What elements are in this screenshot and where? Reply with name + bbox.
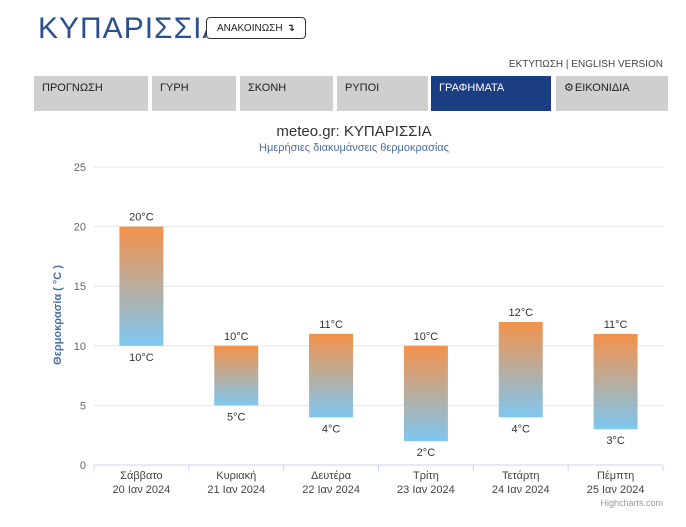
temperature-range-bar xyxy=(119,226,164,346)
x-tick-label-day: Δευτέρα xyxy=(311,470,352,482)
x-tick-label-day: Τρίτη xyxy=(413,470,439,482)
tab-label: ΕΙΚΟΝΙΔΙΑ xyxy=(574,82,630,94)
tab-pollen[interactable]: ΓΥΡΗ xyxy=(152,76,236,111)
y-axis-label: Θερμοκρασία ( °C ) xyxy=(52,265,64,365)
tab-label: ΣΚΟΝΗ xyxy=(248,82,287,94)
high-temp-label: 12°C xyxy=(508,307,533,319)
x-tick-label-day: Κυριακή xyxy=(216,470,256,482)
tab-dust[interactable]: ΣΚΟΝΗ xyxy=(240,76,333,111)
y-tick-label: 25 xyxy=(74,162,86,174)
y-tick-label: 15 xyxy=(74,281,86,293)
x-tick-label-date: 22 Ιαν 2024 xyxy=(302,484,360,496)
y-tick-label: 10 xyxy=(74,341,86,353)
chart-title: meteo.gr: ΚΥΠΑΡΙΣΣΙΑ xyxy=(276,123,431,140)
low-temp-label: 2°C xyxy=(417,447,436,459)
x-tick-label-day: Τετάρτη xyxy=(502,470,540,482)
temperature-range-bar xyxy=(498,321,543,418)
tab-charts[interactable]: ΓΡΑΦΗΜΑΤΑ xyxy=(431,76,551,111)
tab-label: ΠΡΟΓΝΩΣΗ xyxy=(42,82,103,94)
x-tick-label-date: 20 Ιαν 2024 xyxy=(113,484,171,496)
temperature-range-bar xyxy=(593,333,638,430)
high-temp-label: 11°C xyxy=(319,319,343,331)
x-tick-label-day: Σάββατο xyxy=(120,470,162,482)
y-tick-label: 5 xyxy=(80,400,86,412)
announcement-button[interactable]: ΑΝΑΚΟΙΝΩΣΗ ↴ xyxy=(206,17,306,39)
gear-icon: ⚙ xyxy=(564,82,574,94)
low-temp-label: 3°C xyxy=(606,435,625,447)
page-title: ΚΥΠΑΡΙΣΣΙΑ xyxy=(38,12,224,45)
print-link[interactable]: ΕΚΤΥΠΩΣΗ xyxy=(508,59,564,70)
low-temp-label: 10°C xyxy=(129,352,154,364)
arrow-down-icon: ↴ xyxy=(286,23,295,34)
x-tick-label-date: 21 Ιαν 2024 xyxy=(207,484,265,496)
high-temp-label: 10°C xyxy=(224,331,249,343)
temperature-range-bar xyxy=(309,333,354,418)
top-links: ΕΚΤΥΠΩΣΗ | ENGLISH VERSION xyxy=(509,59,663,70)
chart-subtitle: Ημερήσιες διακυμάνσεις θερμοκρασίας xyxy=(259,142,449,154)
tab-label: ΡΥΠΟΙ xyxy=(345,82,380,94)
high-temp-label: 10°C xyxy=(414,331,439,343)
tab-pollutants[interactable]: ΡΥΠΟΙ xyxy=(337,76,428,111)
credits-link[interactable]: Highcharts.com xyxy=(600,498,663,508)
y-tick-label: 0 xyxy=(80,460,86,472)
temperature-range-bar xyxy=(403,345,448,442)
high-temp-label: 11°C xyxy=(604,319,628,331)
link-separator: | xyxy=(565,59,569,70)
temperature-range-bar xyxy=(214,345,259,406)
tab-icons[interactable]: ⚙ΕΙΚΟΝΙΔΙΑ xyxy=(556,76,668,111)
low-temp-label: 4°C xyxy=(322,423,341,435)
low-temp-label: 4°C xyxy=(512,423,531,435)
announcement-label: ΑΝΑΚΟΙΝΩΣΗ xyxy=(217,23,283,34)
y-tick-label: 20 xyxy=(74,222,86,234)
low-temp-label: 5°C xyxy=(227,411,246,423)
tab-label: ΓΡΑΦΗΜΑΤΑ xyxy=(439,82,505,94)
x-tick-label-date: 23 Ιαν 2024 xyxy=(397,484,455,496)
x-tick-label-date: 24 Ιαν 2024 xyxy=(492,484,550,496)
tab-forecast[interactable]: ΠΡΟΓΝΩΣΗ xyxy=(34,76,148,111)
high-temp-label: 20°C xyxy=(129,212,154,224)
x-tick-label-date: 25 Ιαν 2024 xyxy=(587,484,645,496)
english-version-link[interactable]: ENGLISH VERSION xyxy=(571,59,663,70)
tab-label: ΓΥΡΗ xyxy=(160,82,189,94)
x-tick-label-day: Πέμπτη xyxy=(597,470,634,482)
